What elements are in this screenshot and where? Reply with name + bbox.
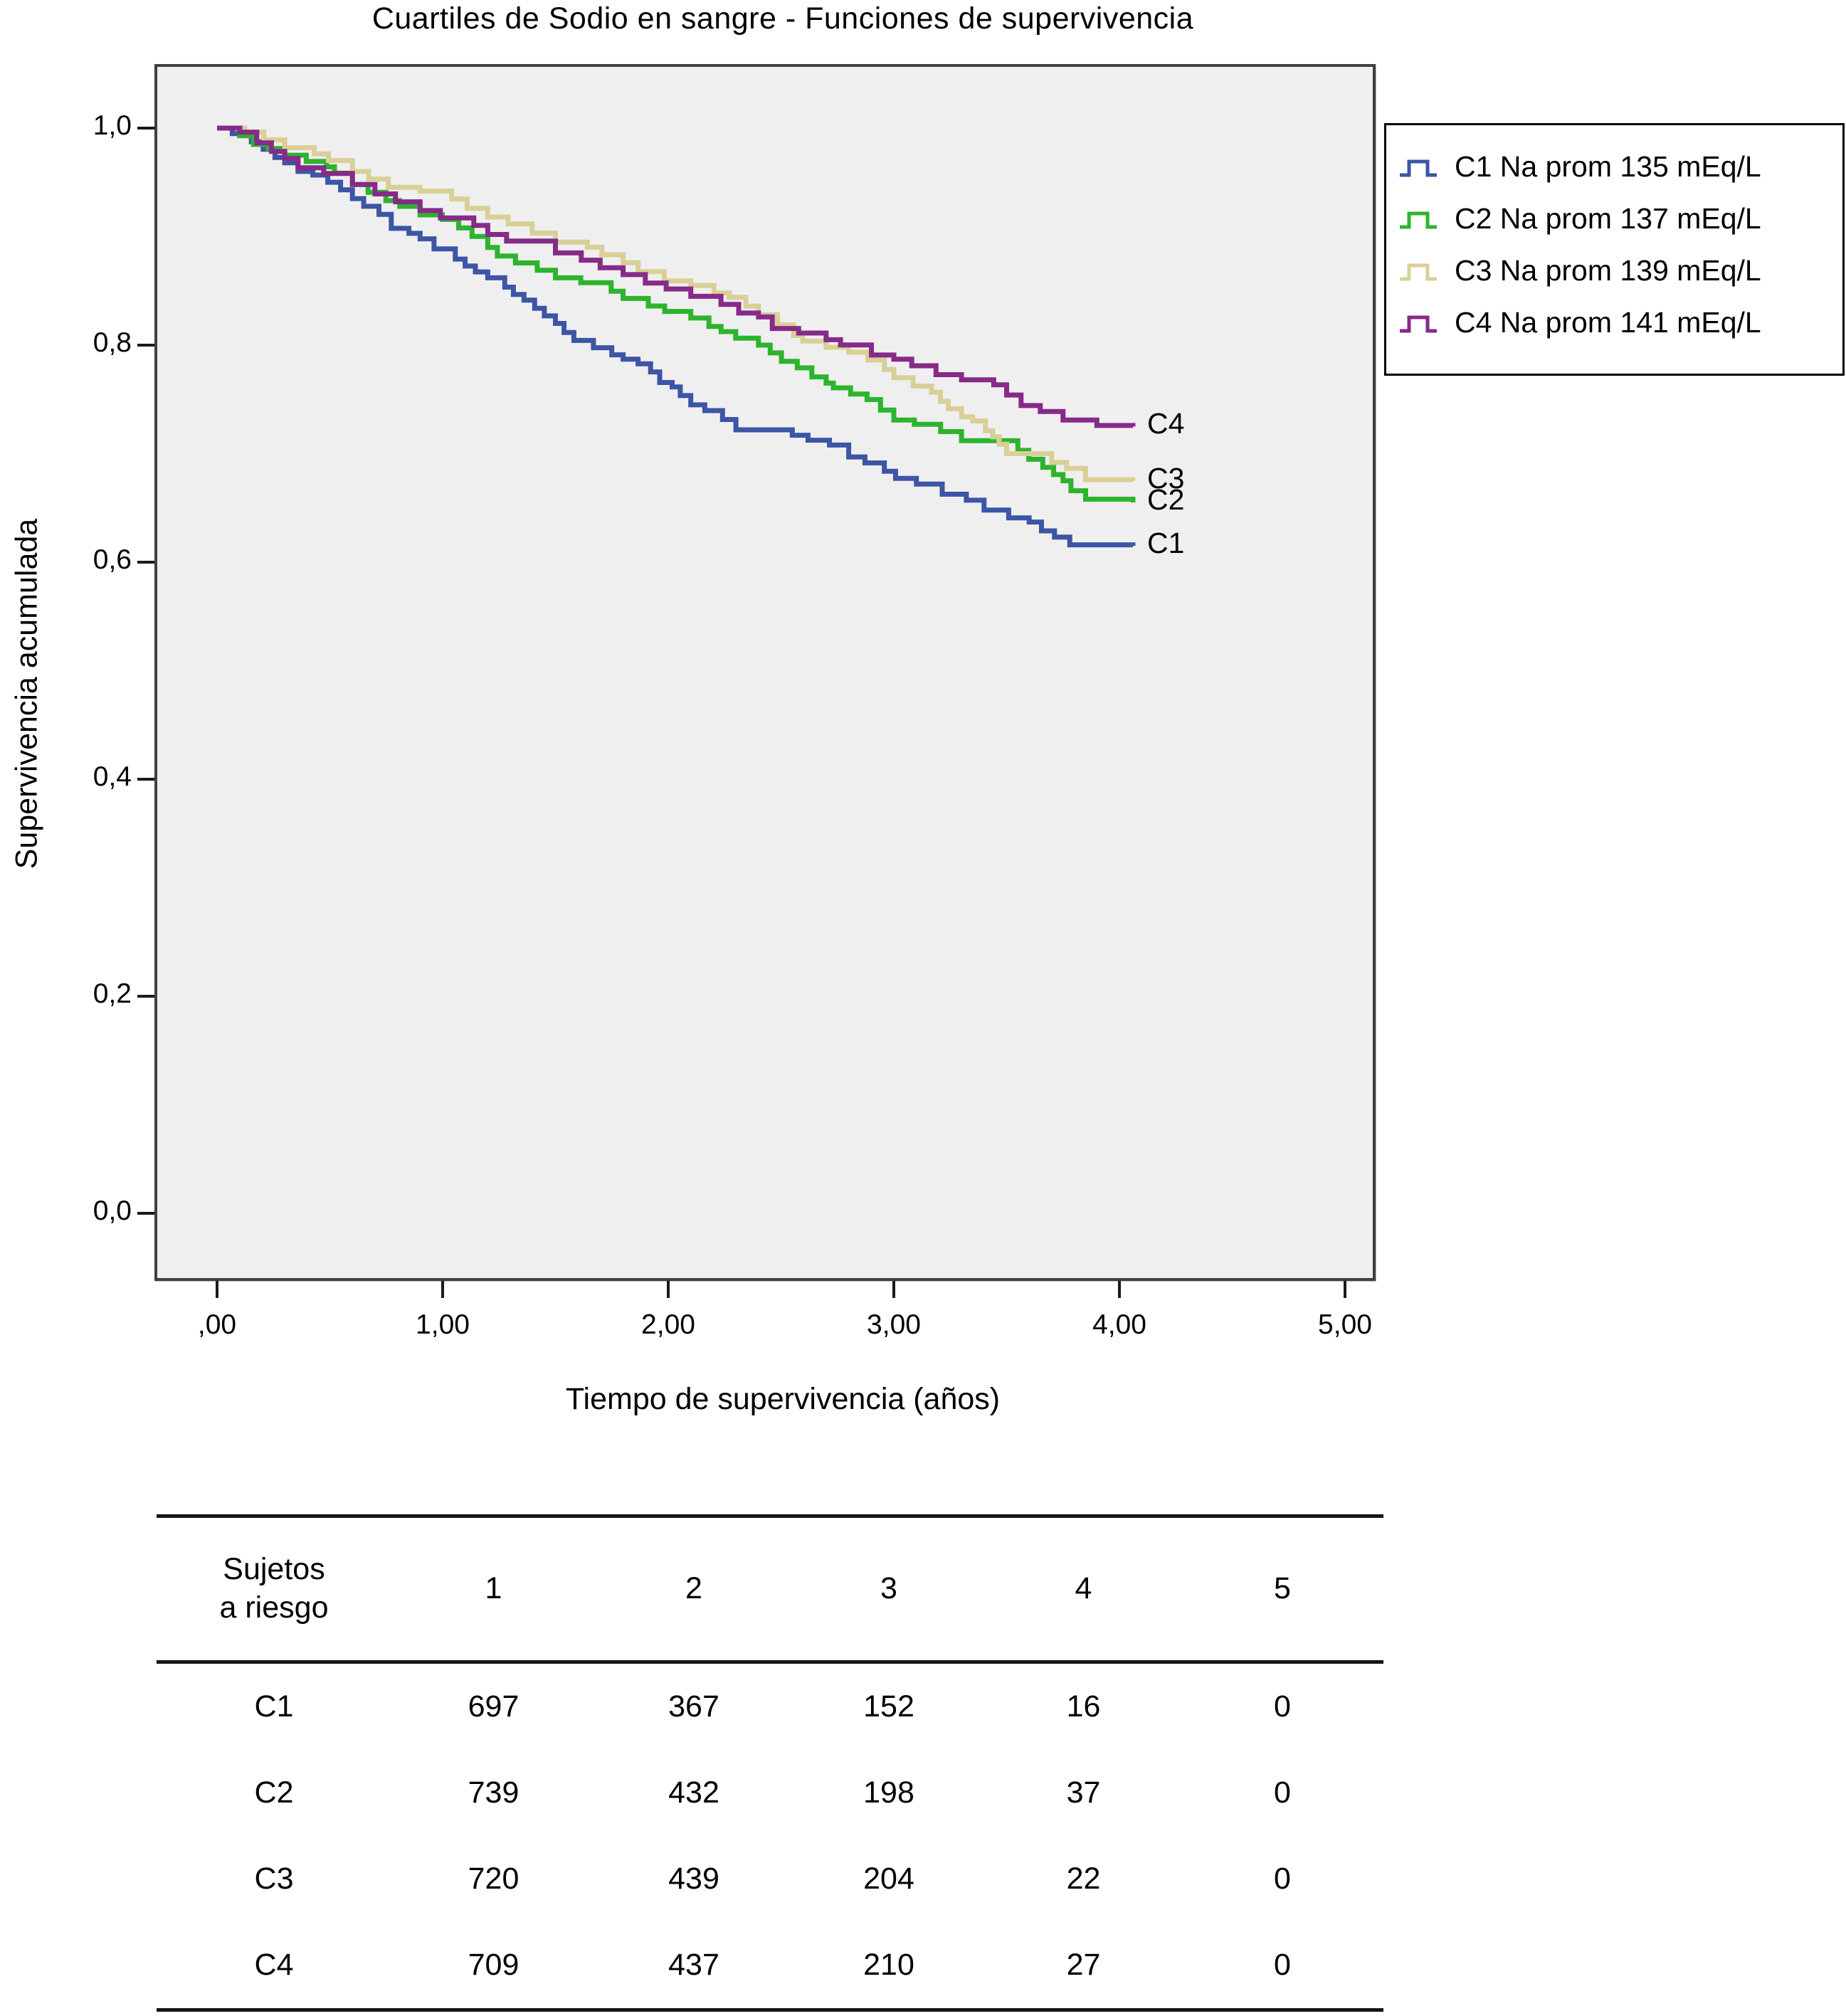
risk-table-value: 22 — [1066, 1861, 1101, 1896]
y-tick-mark — [137, 344, 154, 347]
y-tick-label: 0,2 — [93, 978, 132, 1009]
survival-curves — [217, 125, 1136, 548]
risk-table-row-label: C2 — [254, 1775, 294, 1810]
risk-table-time-column: 4 — [1075, 1571, 1092, 1606]
legend-item-c3: C3 Na prom 139 mEq/L — [1386, 245, 1842, 297]
risk-table-value: 437 — [668, 1947, 719, 1982]
legend-step-swatch-icon — [1400, 159, 1437, 176]
curve-end-label-c3: C3 — [1147, 461, 1185, 495]
y-tick-label: 1,0 — [93, 110, 132, 141]
risk-table-row-c1: C1 697 367 152 16 0 — [157, 1664, 1383, 1750]
risk-table-value: 0 — [1274, 1689, 1291, 1724]
chart-title: Cuartiles de Sodio en sangre - Funciones… — [371, 1, 1194, 36]
risk-table-header: Sujetos a riesgo 1 2 3 4 5 — [157, 1518, 1383, 1664]
risk-table-value: 439 — [668, 1861, 719, 1896]
x-tick-mark — [216, 1281, 218, 1298]
risk-table-time-column: 3 — [880, 1571, 897, 1606]
risk-table-value: 0 — [1274, 1775, 1291, 1810]
risk-table-value: 16 — [1066, 1689, 1101, 1724]
risk-table-row-c2: C2 739 432 198 37 0 — [157, 1750, 1383, 1836]
legend-item-c2: C2 Na prom 137 mEq/L — [1386, 193, 1842, 245]
x-tick-label: 4,00 — [1092, 1309, 1146, 1340]
y-tick-label: 0,0 — [93, 1196, 132, 1226]
risk-table-value: 210 — [863, 1947, 914, 1982]
risk-table-time-column: 5 — [1274, 1571, 1291, 1606]
y-tick-mark — [137, 1212, 154, 1215]
curve-end-label-c1: C1 — [1147, 527, 1185, 560]
risk-table-value: 709 — [468, 1947, 519, 1982]
risk-table-value: 204 — [863, 1861, 914, 1896]
risk-table-time-column: 1 — [485, 1571, 502, 1606]
legend-item-label: C1 Na prom 135 mEq/L — [1455, 150, 1761, 183]
legend-step-swatch-icon — [1400, 315, 1437, 332]
x-tick-label: 5,00 — [1318, 1309, 1372, 1340]
risk-table-row-label: C4 — [254, 1947, 294, 1982]
y-tick-label: 0,8 — [93, 327, 132, 358]
y-tick-mark — [137, 127, 154, 130]
risk-table-header-label-line: Sujetos — [223, 1552, 325, 1587]
legend-item-label: C2 Na prom 137 mEq/L — [1455, 202, 1761, 235]
risk-table-value: 720 — [468, 1861, 519, 1896]
y-tick-mark — [137, 995, 154, 998]
x-tick-label: 1,00 — [416, 1309, 470, 1340]
x-tick-mark — [892, 1281, 895, 1298]
x-tick-mark — [1118, 1281, 1121, 1298]
risk-table-value: 198 — [863, 1775, 914, 1810]
survival-curve-c4 — [217, 125, 1136, 428]
curve-end-label-c4: C4 — [1147, 407, 1185, 440]
risk-table-value: 432 — [668, 1775, 719, 1810]
risk-table-value: 0 — [1274, 1861, 1291, 1896]
risk-table-row-c4: C4 709 437 210 27 0 — [157, 1922, 1383, 2008]
risk-table-value: 0 — [1274, 1947, 1291, 1982]
risk-table-value: 367 — [668, 1689, 719, 1724]
x-axis-title: Tiempo de supervivencia (años) — [565, 1382, 1001, 1416]
risk-table-value: 697 — [468, 1689, 519, 1724]
legend-step-swatch-icon — [1400, 263, 1437, 280]
risk-table-value: 27 — [1066, 1947, 1101, 1982]
plot-area — [154, 64, 1376, 1281]
y-tick-mark — [137, 561, 154, 564]
risk-table-value: 152 — [863, 1689, 914, 1724]
y-tick-label: 0,4 — [93, 761, 132, 792]
x-tick-label: ,00 — [197, 1309, 237, 1340]
legend: C1 Na prom 135 mEq/L C2 Na prom 137 mEq/L… — [1384, 123, 1845, 376]
legend-item-c4: C4 Na prom 141 mEq/L — [1386, 297, 1842, 349]
risk-table-value: 37 — [1066, 1775, 1101, 1810]
survival-curve-c3 — [217, 125, 1136, 482]
x-tick-label: 2,00 — [641, 1309, 695, 1340]
y-tick-label: 0,6 — [93, 544, 132, 575]
risk-table: Sujetos a riesgo 1 2 3 4 5 C1 697 367 152 16 0 C2 739 4… — [157, 1514, 1383, 2012]
risk-table-time-column: 2 — [685, 1571, 702, 1606]
risk-table-row-label: C1 — [254, 1689, 294, 1724]
legend-item-label: C3 Na prom 139 mEq/L — [1455, 254, 1761, 287]
y-tick-mark — [137, 778, 154, 781]
x-tick-label: 3,00 — [867, 1309, 921, 1340]
x-tick-mark — [441, 1281, 444, 1298]
legend-item-label: C4 Na prom 141 mEq/L — [1455, 306, 1761, 339]
legend-item-c1: C1 Na prom 135 mEq/L — [1386, 141, 1842, 193]
curve-end-label-c2: C2 — [1147, 483, 1185, 517]
risk-table-row-c3: C3 720 439 204 22 0 — [157, 1836, 1383, 1922]
risk-table-row-label: C3 — [254, 1861, 294, 1896]
x-tick-mark — [667, 1281, 670, 1298]
legend-step-swatch-icon — [1400, 211, 1437, 228]
risk-table-header-label: Sujetos a riesgo — [157, 1551, 391, 1627]
risk-table-header-label-line: a riesgo — [219, 1590, 329, 1625]
x-tick-mark — [1344, 1281, 1346, 1298]
survival-curve-c1 — [217, 125, 1136, 548]
risk-table-value: 739 — [468, 1775, 519, 1810]
